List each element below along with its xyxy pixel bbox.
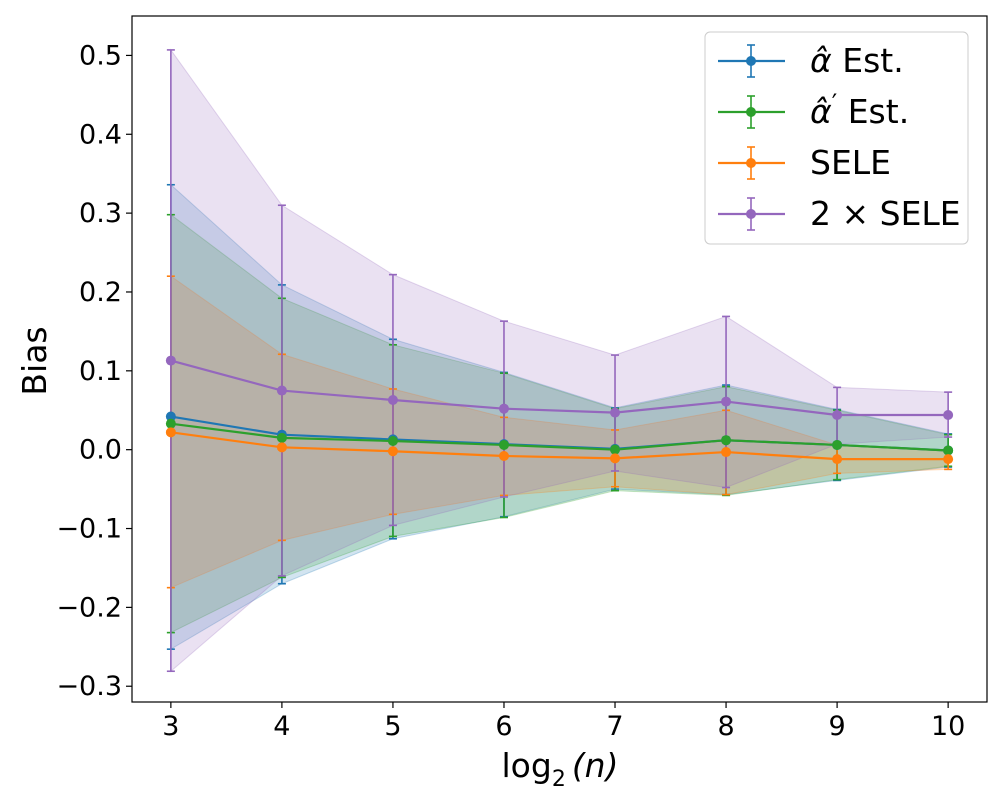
point-alpha-hat-prime-3: [165, 418, 176, 429]
legend-label-alpha-hat-prime: α̂′ Est.: [810, 89, 909, 131]
line-alpha-hat-prime: [170, 422, 949, 452]
legend-label-base: α̂: [810, 92, 832, 131]
point-alpha-hat-prime-7: [610, 444, 621, 455]
legend-label-suffix: Est.: [837, 92, 909, 131]
y-tick-label: 0.1: [79, 356, 122, 387]
point-SELE-10: [943, 454, 954, 465]
point-alpha-hat-3: [165, 411, 176, 422]
y-tick-label: −0.3: [56, 671, 122, 702]
point-2xSELE-7: [610, 407, 621, 418]
legend-marker-alpha-hat: [746, 56, 756, 66]
point-SELE-3: [165, 427, 176, 438]
confidence-bands: [170, 48, 949, 673]
x-tick-label: 8: [717, 711, 734, 742]
x-axis-title: log2 (n): [502, 746, 619, 792]
series-lines: [170, 359, 949, 461]
series-markers: [165, 355, 954, 465]
plot-area-frame: [131, 15, 988, 703]
point-2xSELE-3: [165, 355, 176, 366]
y-tick-label: 0.4: [79, 119, 122, 150]
x-tick-label: 10: [931, 711, 965, 742]
y-axis-title: Bias: [15, 326, 54, 395]
point-SELE-8: [721, 447, 732, 458]
legend-label-base: SELE: [810, 143, 891, 182]
point-2xSELE-9: [832, 409, 843, 420]
legend-label-base: 2 × SELE: [810, 194, 961, 233]
x-axis-title-log: log: [502, 746, 552, 785]
point-alpha-hat-prime-9: [832, 439, 843, 450]
point-alpha-hat-prime-6: [498, 439, 509, 450]
y-axis-ticks: −0.3 −0.2 −0.1 0.0 0.1 0.2 0.3 0.4 0.5: [56, 40, 132, 702]
point-alpha-hat-prime-4: [276, 432, 287, 443]
legend-label-prime: ′: [832, 89, 837, 117]
point-2xSELE-10: [943, 409, 954, 420]
point-alpha-hat-prime-8: [721, 435, 732, 446]
point-SELE-6: [498, 450, 509, 461]
x-tick-label: 4: [273, 711, 290, 742]
legend-marker-alpha-hat-prime: [746, 107, 756, 117]
point-alpha-hat-prime-5: [387, 436, 398, 447]
line-SELE: [170, 431, 949, 461]
legend-label-SELE: SELE: [810, 143, 891, 182]
legend-frame: [704, 31, 969, 245]
point-2xSELE-8: [721, 396, 732, 407]
point-SELE-9: [832, 454, 843, 465]
point-2xSELE-4: [276, 385, 287, 396]
point-alpha-hat-prime-10: [943, 445, 954, 456]
legend-label-2xSELE: 2 × SELE: [810, 194, 961, 233]
point-SELE-7: [610, 453, 621, 464]
x-axis-ticks: 3 4 5 6 7 8 9 10: [162, 702, 965, 742]
y-tick-label: −0.1: [56, 514, 122, 545]
line-2xSELE: [170, 359, 949, 417]
legend-marker-SELE: [746, 158, 756, 168]
y-tick-label: −0.2: [56, 592, 122, 623]
x-tick-label: 9: [829, 711, 846, 742]
legend-label-suffix: Est.: [832, 41, 904, 80]
legend-marker-2xSELE: [746, 209, 756, 219]
y-tick-label: 0.2: [79, 277, 122, 308]
x-axis-title-argument: (n): [572, 746, 619, 785]
x-tick-label: 3: [162, 711, 179, 742]
point-SELE-5: [387, 446, 398, 457]
x-tick-label: 6: [495, 711, 512, 742]
point-2xSELE-6: [498, 403, 509, 414]
y-tick-label: 0.3: [79, 198, 122, 229]
legend-label-base: α̂: [810, 41, 832, 80]
x-tick-label: 7: [606, 711, 623, 742]
point-SELE-4: [276, 442, 287, 453]
y-tick-label: 0.5: [79, 40, 122, 71]
legend-label-alpha-hat: α̂ Est.: [810, 41, 904, 80]
x-tick-label: 5: [384, 711, 401, 742]
point-2xSELE-5: [387, 395, 398, 406]
x-axis-title-subscript: 2: [552, 767, 566, 792]
y-tick-label: 0.0: [79, 435, 122, 466]
